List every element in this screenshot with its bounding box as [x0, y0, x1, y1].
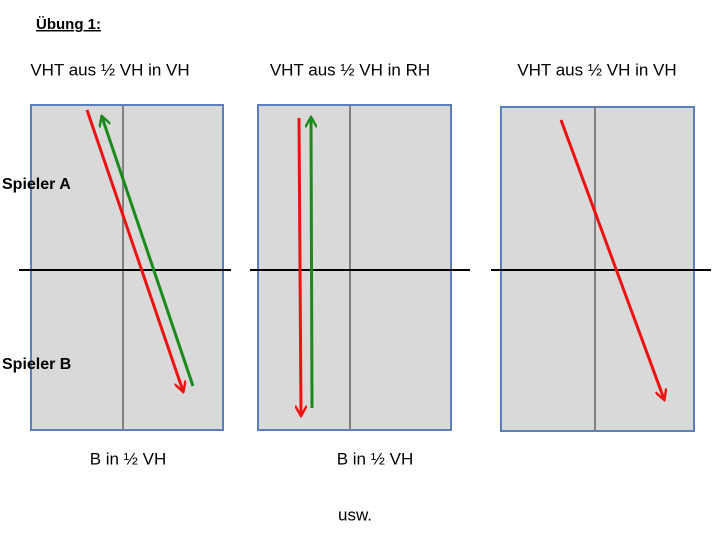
- ball-path: [299, 117, 301, 415]
- title: Übung 1:: [36, 16, 101, 33]
- player-label: Spieler A: [2, 176, 71, 193]
- court: [257, 104, 452, 431]
- ball-path: [85, 109, 183, 391]
- ball-path: [311, 118, 312, 409]
- panel-title: VHT aus ½ VH in VH: [30, 60, 189, 79]
- ball-path: [559, 119, 664, 399]
- ball-path: [102, 117, 195, 387]
- footer: usw.: [338, 505, 372, 524]
- panel-caption: B in ½ VH: [337, 449, 414, 468]
- panel-caption: B in ½ VH: [90, 449, 167, 468]
- panel-title: VHT aus ½ VH in VH: [517, 60, 676, 79]
- player-label: Spieler B: [2, 356, 71, 373]
- court: [30, 104, 224, 431]
- panel-title: VHT aus ½ VH in RH: [270, 60, 430, 79]
